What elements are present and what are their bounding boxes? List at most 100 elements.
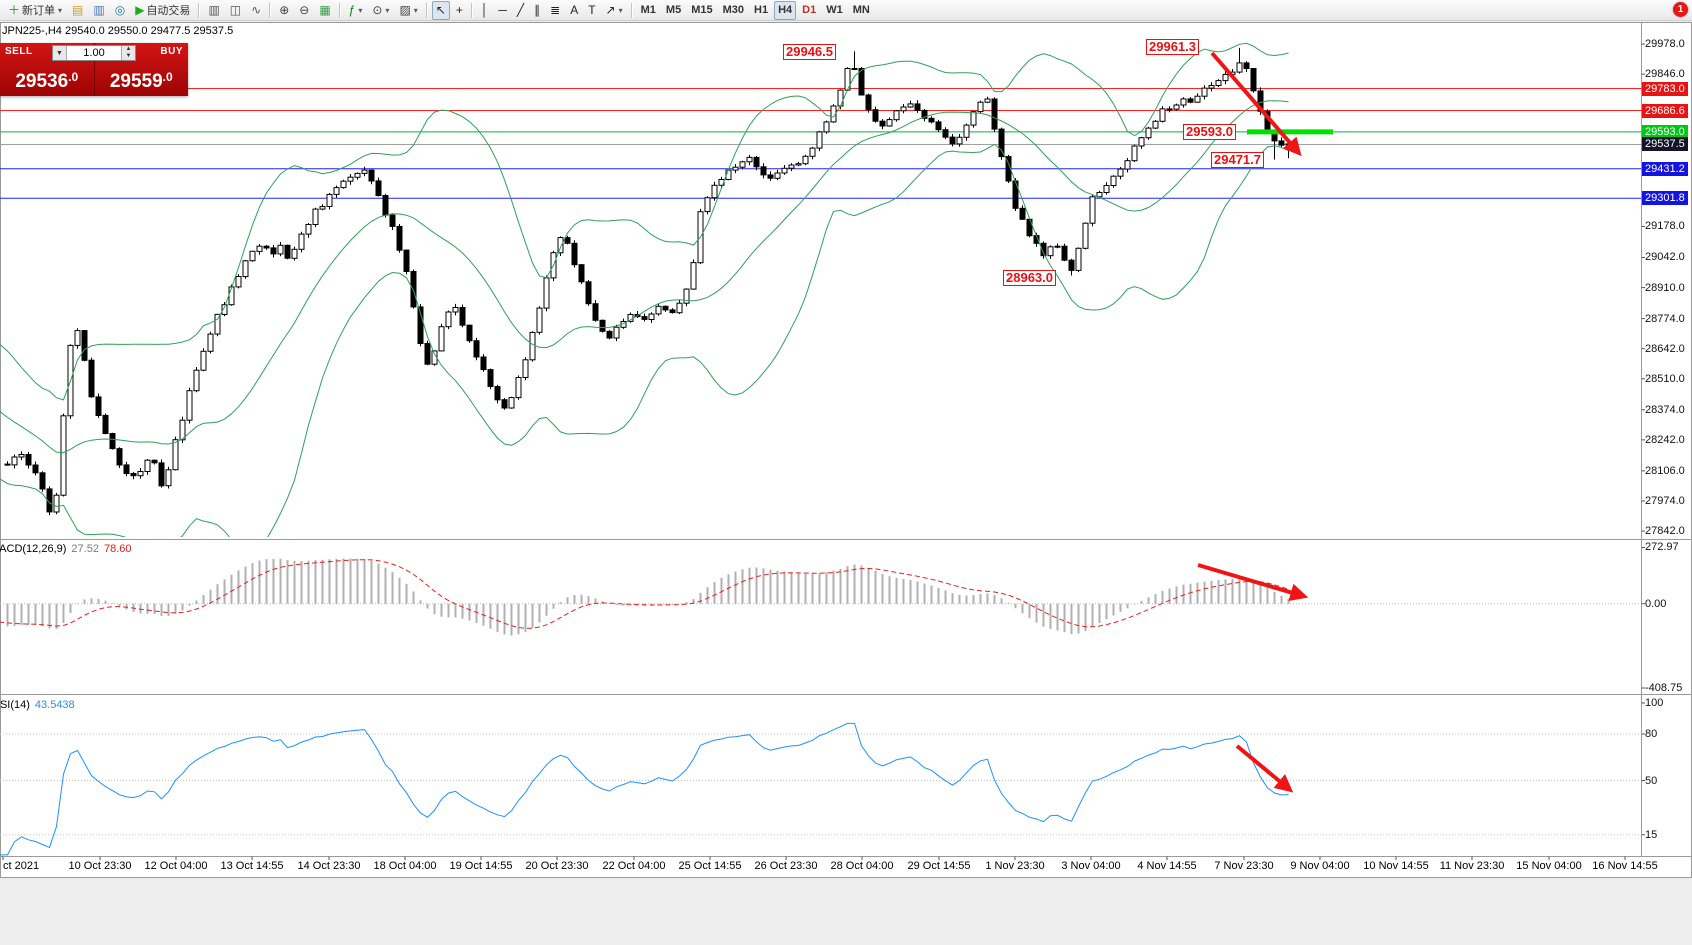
line-chart-button[interactable]: ∿: [247, 1, 265, 20]
templates-icon: ▨: [399, 3, 411, 17]
volume-control: ▼ 1.00 ▲ ▼: [52, 45, 136, 61]
timeframe-m1-button[interactable]: M1: [637, 1, 660, 20]
crosshair-icon: +: [455, 3, 463, 17]
bar-chart-icon: ▥: [208, 3, 220, 17]
new-order-button[interactable]: ＋新订单 ▾: [4, 1, 66, 20]
data-window-icon: ▥: [93, 3, 105, 17]
market-watch-button[interactable]: ▤: [68, 1, 87, 20]
buy-price-dec: .0: [162, 70, 173, 84]
timeframe-m30-button-label: M30: [722, 4, 744, 16]
caret-down-icon: ▾: [58, 5, 63, 15]
periods-icon: ⊙: [372, 3, 383, 17]
navigator-icon: ◎: [114, 3, 126, 17]
volume-dropdown-button[interactable]: ▼: [53, 46, 67, 60]
sell-price-dec: .0: [68, 70, 79, 84]
toolbar-separator: [630, 2, 633, 18]
channel-button[interactable]: ∥: [530, 1, 544, 20]
cursor-icon: ↖: [435, 3, 446, 17]
timeframe-d1-button-label: D1: [802, 4, 817, 16]
tile-windows-icon: ▦: [319, 3, 331, 17]
main-chart-panel[interactable]: [0, 23, 1641, 537]
new-order-button-label: 新订单: [22, 5, 56, 17]
caret-down-icon: ▾: [358, 5, 363, 15]
volume-down-button[interactable]: ▼: [122, 53, 135, 60]
market-watch-icon: ▤: [72, 3, 84, 17]
toolbar-separator: [470, 2, 473, 18]
autotrading-icon: ▶: [135, 3, 145, 17]
fibonacci-icon: ≣: [550, 3, 561, 17]
price-annotation[interactable]: 29961.3: [1146, 39, 1199, 55]
timeframe-h1-button[interactable]: H1: [750, 1, 772, 20]
caret-down-icon: ▾: [618, 5, 623, 15]
sell-price: 29536.0: [0, 70, 94, 93]
price-annotation[interactable]: 29946.5: [783, 44, 836, 60]
timeframe-m30-button[interactable]: M30: [719, 1, 748, 20]
candlestick-chart-button[interactable]: ◫: [226, 1, 245, 20]
timeframe-m1-button-label: M1: [640, 4, 656, 16]
toolbar-separator: [269, 2, 272, 18]
text-icon: A: [570, 3, 579, 17]
candlestick-chart-icon: ◫: [229, 3, 242, 17]
timeframe-mn-button-label: MN: [852, 4, 870, 16]
templates-button[interactable]: ▨ ▾: [395, 1, 421, 20]
notification-badge[interactable]: 1: [1673, 2, 1688, 17]
crosshair-button[interactable]: +: [452, 1, 467, 20]
trendline-icon: ╱: [516, 3, 525, 17]
rsi-panel[interactable]: [0, 696, 1641, 856]
volume-up-button[interactable]: ▲: [122, 46, 135, 53]
timeframe-d1-button[interactable]: D1: [798, 1, 820, 20]
buy-label: BUY: [160, 46, 183, 57]
bar-chart-button[interactable]: ▥: [204, 1, 223, 20]
label-button[interactable]: T: [584, 1, 599, 20]
line-chart-icon: ∿: [251, 3, 262, 17]
arrows-icon: ↗: [605, 3, 616, 17]
timeframe-w1-button-label: W1: [826, 4, 843, 16]
timeframe-mn-button[interactable]: MN: [849, 1, 874, 20]
price-annotation[interactable]: 29471.7: [1211, 152, 1264, 168]
timeframe-h4-button-label: H4: [778, 4, 793, 16]
vertical-line-button[interactable]: │: [477, 1, 493, 20]
autotrading-button-label: 自动交易: [146, 5, 191, 17]
cursor-button[interactable]: ↖: [431, 0, 450, 20]
periods-button[interactable]: ⊙ ▾: [368, 1, 393, 20]
autotrading-button[interactable]: ▶ 自动交易: [131, 1, 194, 20]
price-annotation[interactable]: 29593.0: [1183, 124, 1236, 140]
sell-label: SELL: [5, 46, 33, 57]
horizontal-line-button[interactable]: ─: [494, 1, 511, 20]
indicators-button[interactable]: ƒ ▾: [345, 1, 367, 20]
volume-input[interactable]: 1.00: [83, 47, 105, 59]
caret-down-icon: ▾: [385, 5, 390, 15]
price-annotation[interactable]: 28963.0: [1003, 270, 1056, 286]
timeframe-m15-button-label: M15: [691, 4, 713, 16]
timeframe-h4-button[interactable]: H4: [774, 0, 797, 20]
zoom-out-icon: ⊖: [299, 3, 310, 17]
zoom-in-icon: ⊕: [279, 3, 290, 17]
zoom-in-button[interactable]: ⊕: [275, 1, 293, 20]
new-order-icon: ＋: [8, 3, 21, 17]
one-click-trading-panel: SELL 29536.0 BUY 29559.0 ▼ 1.00 ▲ ▼: [0, 43, 188, 96]
navigator-button[interactable]: ◎: [111, 1, 129, 20]
tile-windows-button[interactable]: ▦: [315, 1, 334, 20]
toolbar: ＋新订单 ▾ ▤ ▥ ◎ ▶ 自动交易 ▥ ◫ ∿ ⊕ ⊖ ▦ ƒ ▾ ⊙ ▾ ▨ ▾ ↖ + │ ─ ╱ ∥ ≣ A T ↗ ▾ M1 M5…: [0, 0, 1692, 21]
time-scale[interactable]: [0, 857, 1692, 875]
data-window-button[interactable]: ▥: [89, 1, 108, 20]
buy-price-main: 29559: [109, 71, 163, 92]
indicators-icon: ƒ: [348, 3, 356, 17]
trendline-button[interactable]: ╱: [513, 1, 528, 20]
zoom-out-button[interactable]: ⊖: [295, 1, 313, 20]
label-icon: T: [588, 3, 596, 17]
price-scale[interactable]: [1642, 23, 1692, 856]
timeframe-w1-button[interactable]: W1: [822, 1, 847, 20]
fibonacci-button[interactable]: ≣: [546, 1, 564, 20]
vertical-line-icon: │: [480, 3, 489, 17]
horizontal-line-icon: ─: [498, 3, 507, 17]
timeframe-m5-button-label: M5: [665, 4, 682, 16]
timeframe-h1-button-label: H1: [754, 4, 769, 16]
toolbar-separator: [338, 2, 341, 18]
arrows-button[interactable]: ↗ ▾: [602, 1, 627, 20]
text-button[interactable]: A: [566, 1, 582, 20]
timeframe-m15-button[interactable]: M15: [687, 1, 716, 20]
macd-panel[interactable]: [0, 541, 1641, 691]
channel-icon: ∥: [534, 3, 541, 17]
timeframe-m5-button[interactable]: M5: [662, 1, 685, 20]
